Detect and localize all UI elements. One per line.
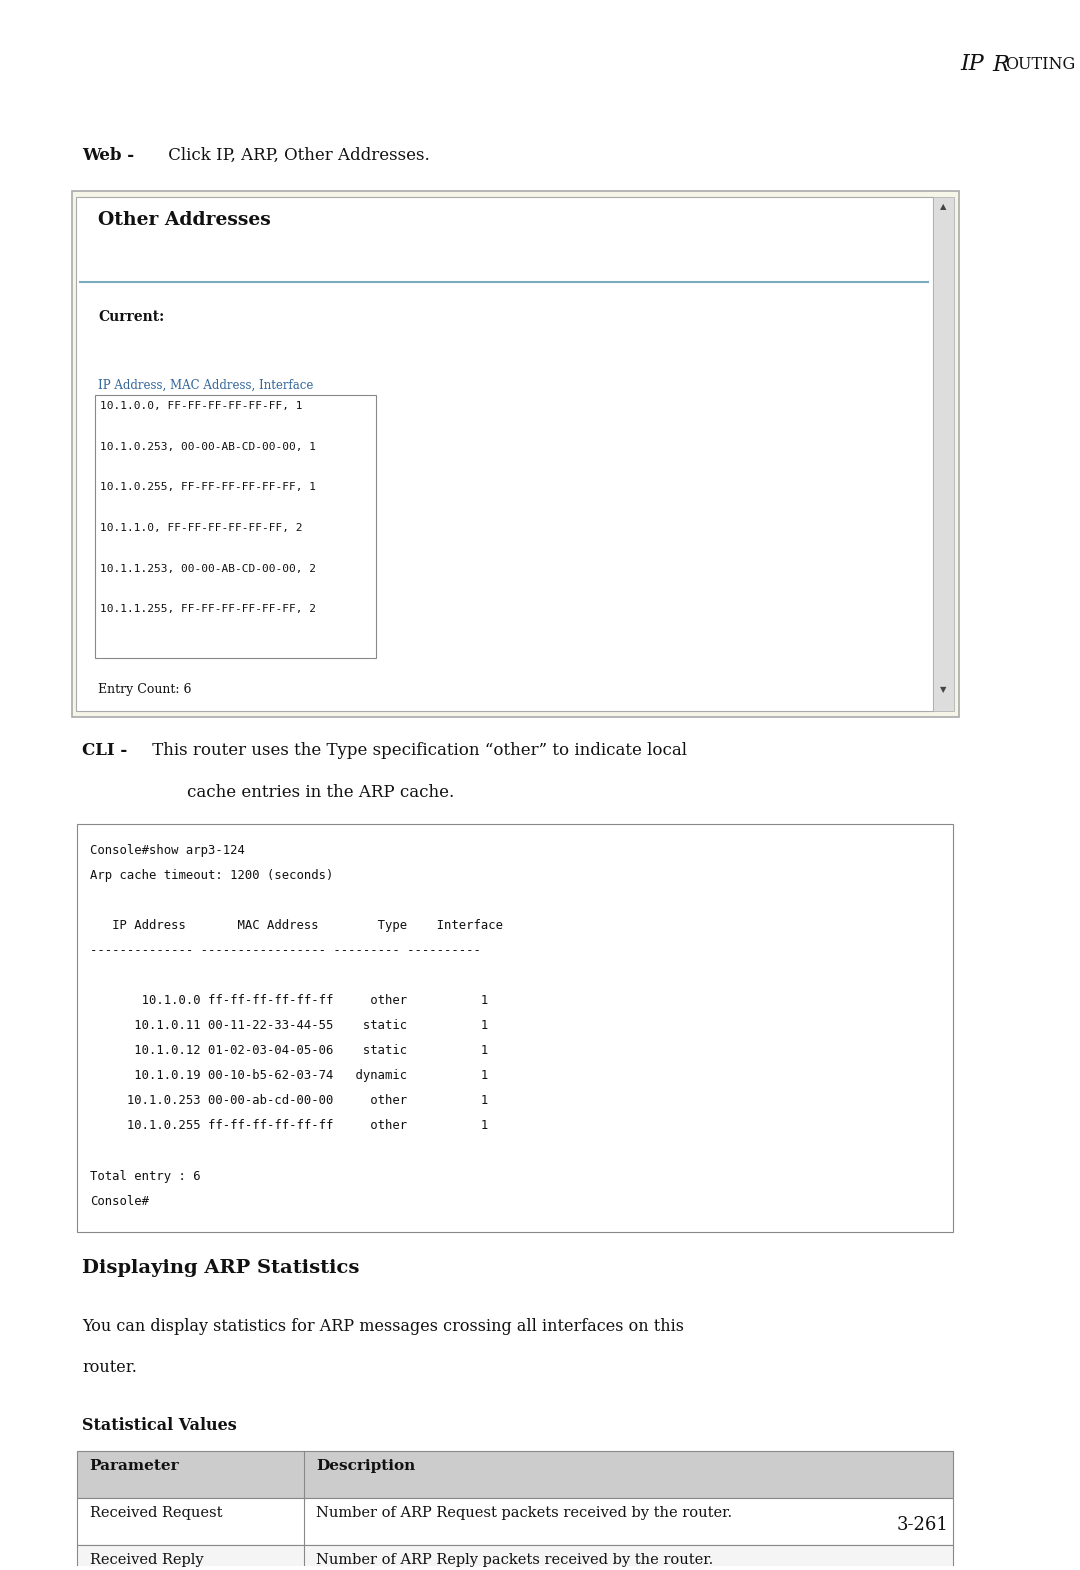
Text: This router uses the Type specification “other” to indicate local: This router uses the Type specification … [147, 743, 687, 760]
Text: You can display statistics for ARP messages crossing all interfaces on this: You can display statistics for ARP messa… [82, 1319, 685, 1336]
Text: router.: router. [82, 1360, 137, 1375]
Text: 10.1.1.255, FF-FF-FF-FF-FF-FF, 2: 10.1.1.255, FF-FF-FF-FF-FF-FF, 2 [100, 604, 316, 614]
Text: Displaying ARP Statistics: Displaying ARP Statistics [82, 1259, 360, 1276]
Text: Description: Description [316, 1459, 416, 1473]
Text: 10.1.0.255 ff-ff-ff-ff-ff-ff     other          1: 10.1.0.255 ff-ff-ff-ff-ff-ff other 1 [90, 1119, 488, 1132]
Text: 10.1.0.0, FF-FF-FF-FF-FF-FF, 1: 10.1.0.0, FF-FF-FF-FF-FF-FF, 1 [100, 400, 302, 411]
FancyBboxPatch shape [95, 394, 376, 658]
FancyBboxPatch shape [72, 192, 959, 717]
Text: 10.1.0.253 00-00-ab-cd-00-00     other          1: 10.1.0.253 00-00-ab-cd-00-00 other 1 [90, 1094, 488, 1107]
Text: Current:: Current: [98, 309, 164, 323]
Text: CLI -: CLI - [82, 743, 127, 760]
Text: -------------- ----------------- --------- ----------: -------------- ----------------- -------… [90, 944, 481, 958]
Text: Received Reply: Received Reply [90, 1553, 203, 1567]
Text: Click IP, ARP, Other Addresses.: Click IP, ARP, Other Addresses. [163, 148, 430, 165]
Text: R: R [993, 53, 1010, 75]
FancyBboxPatch shape [77, 198, 933, 711]
Text: Statistical Values: Statistical Values [82, 1418, 238, 1433]
Text: 10.1.0.253, 00-00-AB-CD-00-00, 1: 10.1.0.253, 00-00-AB-CD-00-00, 1 [100, 441, 316, 452]
Text: Console#: Console# [90, 1195, 149, 1207]
Text: IP Address, MAC Address, Interface: IP Address, MAC Address, Interface [98, 378, 313, 392]
Text: 10.1.0.255, FF-FF-FF-FF-FF-FF, 1: 10.1.0.255, FF-FF-FF-FF-FF-FF, 1 [100, 482, 316, 493]
Text: Number of ARP Reply packets received by the router.: Number of ARP Reply packets received by … [316, 1553, 714, 1567]
Text: IP Address       MAC Address        Type    Interface: IP Address MAC Address Type Interface [90, 918, 502, 933]
FancyBboxPatch shape [78, 1451, 954, 1498]
Text: Entry Count: 6: Entry Count: 6 [98, 683, 191, 696]
Text: Received Request: Received Request [90, 1506, 222, 1520]
Text: ▲: ▲ [941, 203, 947, 210]
Text: Other Addresses: Other Addresses [98, 212, 271, 229]
Text: ▼: ▼ [941, 685, 947, 694]
FancyBboxPatch shape [78, 824, 954, 1232]
Text: 10.1.0.0 ff-ff-ff-ff-ff-ff     other          1: 10.1.0.0 ff-ff-ff-ff-ff-ff other 1 [90, 994, 488, 1008]
Text: 10.1.0.12 01-02-03-04-05-06    static          1: 10.1.0.12 01-02-03-04-05-06 static 1 [90, 1044, 488, 1057]
Text: 10.1.0.19 00-10-b5-62-03-74   dynamic          1: 10.1.0.19 00-10-b5-62-03-74 dynamic 1 [90, 1069, 488, 1082]
Text: IP: IP [960, 53, 991, 75]
Text: Total entry : 6: Total entry : 6 [90, 1170, 200, 1182]
Text: Parameter: Parameter [90, 1459, 179, 1473]
Text: cache entries in the ARP cache.: cache entries in the ARP cache. [187, 785, 454, 801]
Text: Arp cache timeout: 1200 (seconds): Arp cache timeout: 1200 (seconds) [90, 868, 333, 882]
FancyBboxPatch shape [78, 1545, 954, 1570]
Text: 3-261: 3-261 [896, 1517, 948, 1534]
Text: Number of ARP Request packets received by the router.: Number of ARP Request packets received b… [316, 1506, 732, 1520]
Text: 10.1.0.11 00-11-22-33-44-55    static          1: 10.1.0.11 00-11-22-33-44-55 static 1 [90, 1019, 488, 1031]
Text: OUTING: OUTING [1004, 57, 1076, 74]
Text: Web -: Web - [82, 148, 135, 165]
FancyBboxPatch shape [933, 198, 955, 711]
Text: 10.1.1.253, 00-00-AB-CD-00-00, 2: 10.1.1.253, 00-00-AB-CD-00-00, 2 [100, 564, 316, 573]
FancyBboxPatch shape [78, 1498, 954, 1545]
Text: Console#show arp3-124: Console#show arp3-124 [90, 845, 244, 857]
Text: 10.1.1.0, FF-FF-FF-FF-FF-FF, 2: 10.1.1.0, FF-FF-FF-FF-FF-FF, 2 [100, 523, 302, 532]
